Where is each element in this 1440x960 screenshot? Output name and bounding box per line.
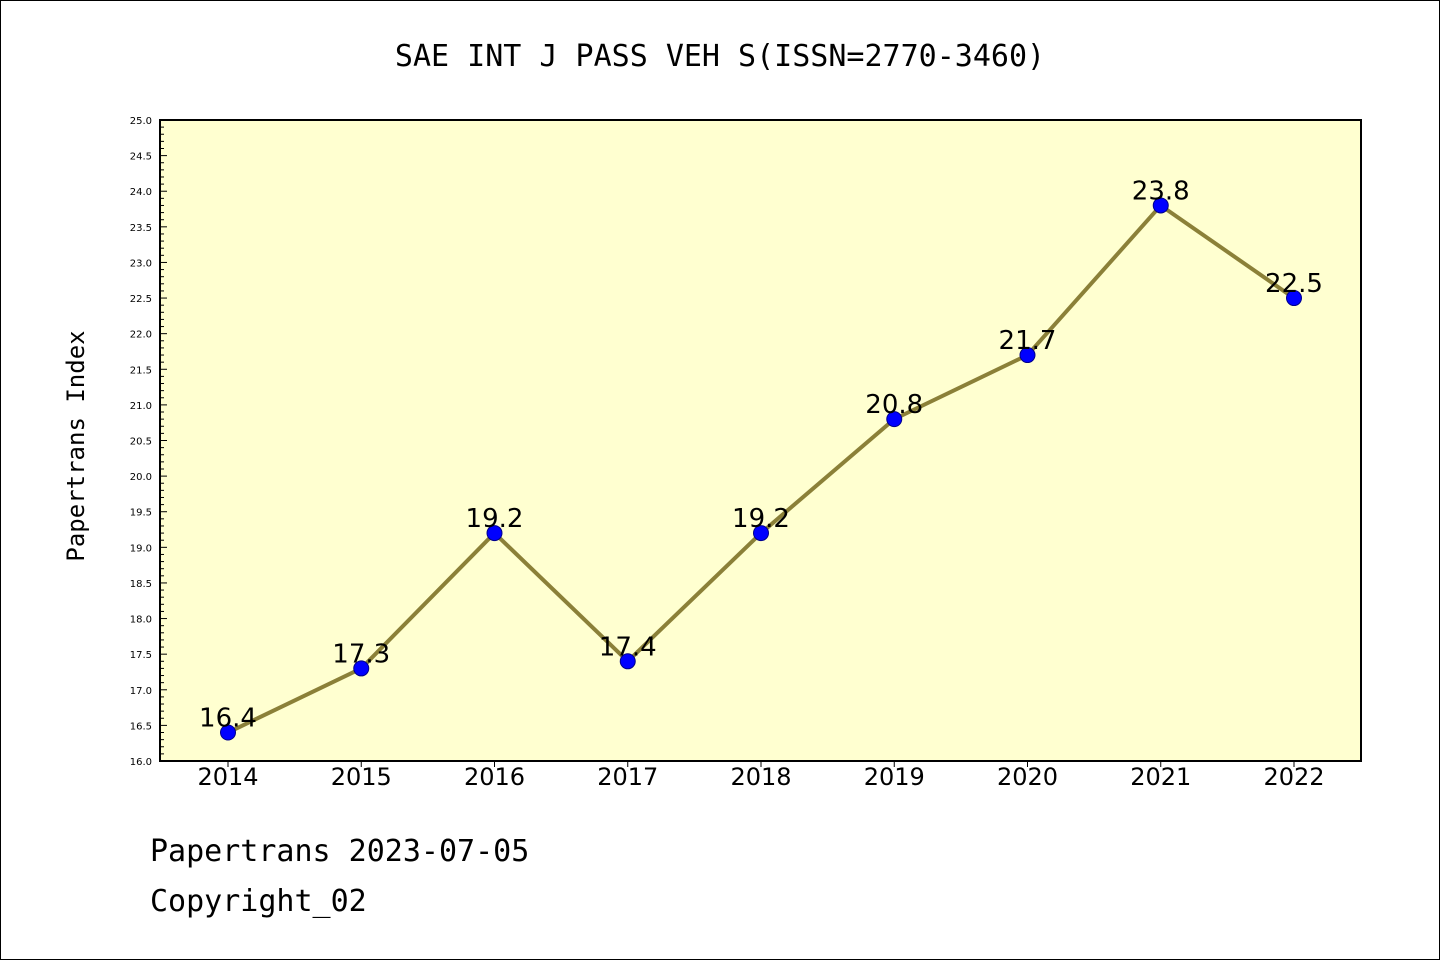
data-label: 23.8	[1132, 176, 1190, 206]
x-tick-label: 2021	[1130, 763, 1191, 791]
data-point	[220, 724, 236, 741]
data-label: 20.8	[865, 390, 923, 420]
data-labels: 16.4 17.3 19.2 17.4 19.2 20.8 21.7 23.8 22.5	[199, 176, 1323, 733]
x-axis: 2014 2015 2016 2017 2018 2019 2020 2021 2022	[197, 761, 1325, 791]
y-tick-label: 18.0	[130, 615, 152, 626]
x-tick-label: 2020	[997, 763, 1058, 791]
y-tick-label: 16.5	[130, 721, 152, 732]
y-tick-label: 16.0	[130, 757, 152, 768]
data-label: 21.7	[999, 326, 1057, 356]
data-point	[486, 525, 503, 542]
y-tick-label: 23.5	[130, 223, 152, 234]
data-label: 19.2	[732, 504, 790, 534]
footer-copyright: Copyright_02	[150, 884, 367, 919]
data-point	[619, 653, 636, 670]
data-label: 16.4	[199, 704, 257, 734]
y-tick-label: 24.0	[130, 187, 152, 198]
y-tick-label: 21.0	[130, 401, 152, 412]
y-tick-label: 21.5	[130, 365, 152, 376]
y-tick-label: 20.5	[130, 437, 152, 448]
data-label: 19.2	[466, 504, 524, 534]
data-point	[1152, 197, 1169, 214]
x-tick-label: 2016	[464, 763, 525, 791]
y-tick-label: 17.0	[130, 686, 152, 697]
y-tick-label: 17.5	[130, 650, 152, 661]
y-tick-label: 25.0	[130, 116, 152, 127]
y-tick-label: 22.5	[130, 294, 152, 305]
footer-date: Papertrans 2023-07-05	[150, 834, 530, 869]
data-label: 17.4	[599, 632, 657, 662]
y-tick-label: 22.0	[130, 330, 152, 341]
data-label: 17.3	[332, 639, 390, 669]
plot-area	[160, 120, 1361, 761]
series	[220, 197, 1302, 741]
data-point	[886, 411, 903, 428]
x-tick-label: 2017	[597, 763, 658, 791]
x-tick-label: 2022	[1263, 763, 1324, 791]
x-tick-label: 2014	[197, 763, 258, 791]
data-point	[353, 660, 370, 677]
x-tick-label: 2019	[864, 763, 925, 791]
data-point	[753, 525, 769, 542]
data-point	[1286, 290, 1302, 307]
y-tick-label: 24.5	[130, 152, 152, 163]
y-tick-label: 19.5	[130, 508, 152, 519]
data-label: 22.5	[1265, 269, 1323, 299]
x-tick-label: 2018	[730, 763, 791, 791]
y-tick-label: 20.0	[130, 472, 152, 483]
y-tick-label: 19.0	[130, 543, 152, 554]
x-tick-label: 2015	[331, 763, 392, 791]
y-axis: 16.0 16.5 17.0 17.5 18.0 18.5 19.0 19.5 20.0 20.5…	[130, 116, 167, 768]
y-tick-label: 23.0	[130, 258, 152, 269]
chart-title: SAE INT J PASS VEH S(ISSN=2770-3460)	[395, 39, 1045, 74]
data-point	[1019, 347, 1036, 364]
plot-border	[159, 119, 1362, 762]
y-tick-label: 18.5	[130, 579, 152, 590]
y-axis-label: Papertrans Index	[62, 330, 90, 561]
